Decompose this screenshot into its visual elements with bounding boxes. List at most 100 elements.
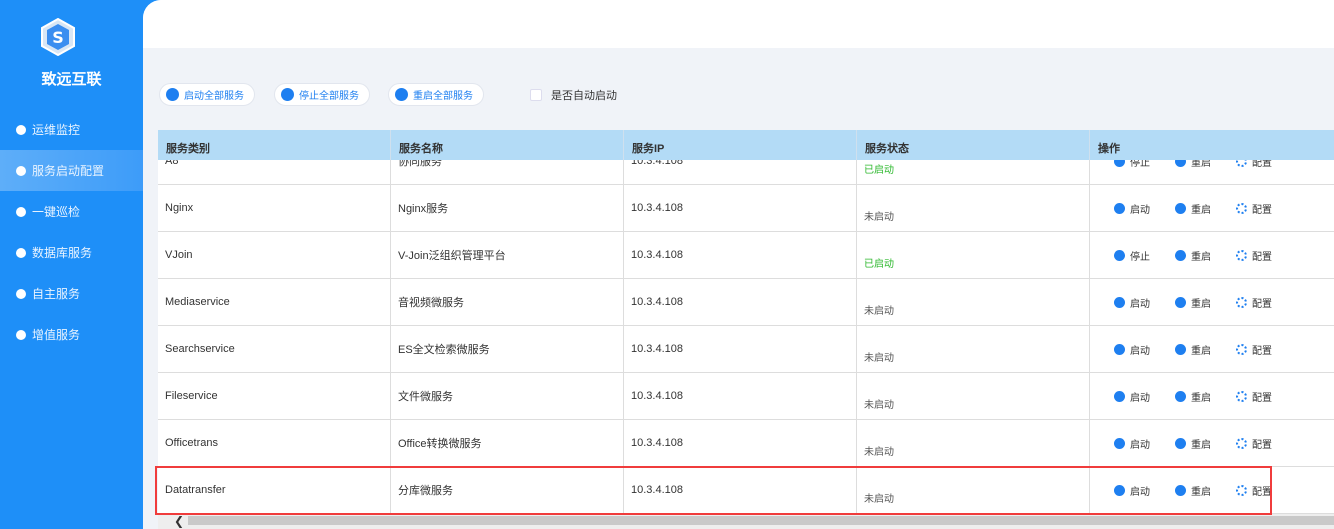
restart-icon <box>1175 202 1186 214</box>
restart-button[interactable]: 重启 <box>1175 483 1218 498</box>
restart-icon <box>1175 390 1186 402</box>
nav-icon <box>16 329 26 340</box>
status-badge: 已启动 <box>857 232 1090 278</box>
cell-type: Officetrans <box>158 420 391 466</box>
sidebar-item[interactable]: 增值服务 <box>0 314 143 355</box>
start-button[interactable]: 启动 <box>1114 201 1157 216</box>
cell-type: Searchservice <box>158 326 391 372</box>
table-row: Fileservice 文件微服务 10.3.4.108 未启动 启动 重启 配… <box>158 373 1334 420</box>
gear-icon <box>1236 437 1247 449</box>
scroll-left-icon[interactable]: ❮ <box>174 514 185 528</box>
scrollbar-thumb[interactable] <box>188 516 1334 525</box>
restart-button[interactable]: 重启 <box>1175 295 1218 310</box>
cell-name: 音视频微服务 <box>391 279 624 325</box>
sidebar-item-label: 一键巡检 <box>32 205 81 219</box>
restart-button[interactable]: 重启 <box>1175 201 1218 216</box>
cell-type: Mediaservice <box>158 279 391 325</box>
sidebar-item-label: 数据库服务 <box>32 246 93 260</box>
header-type: 服务类别 <box>158 130 391 160</box>
cell-actions: 启动 重启 配置 <box>1090 326 1333 372</box>
sidebar-item-label: 运维监控 <box>32 123 81 137</box>
restart-icon <box>1175 484 1186 496</box>
table-header: 服务类别 服务名称 服务IP 服务状态 操作 <box>158 130 1334 160</box>
cell-ip: 10.3.4.108 <box>624 232 857 278</box>
start-button[interactable]: 启动 <box>1114 295 1157 310</box>
table-body: A8 协同服务 10.3.4.108 已启动 停止 重启 配置 Nginx Ng… <box>158 138 1334 514</box>
config-button[interactable]: 配置 <box>1236 342 1279 357</box>
sidebar-item[interactable]: 自主服务 <box>0 273 143 314</box>
config-button[interactable]: 配置 <box>1236 201 1279 216</box>
play-icon <box>1114 437 1125 449</box>
config-button[interactable]: 配置 <box>1236 436 1279 451</box>
horizontal-scrollbar[interactable]: ❮ <box>158 514 1334 529</box>
auto-start-checkbox[interactable]: 是否自动启动 <box>530 87 617 103</box>
restart-button[interactable]: 重启 <box>1175 436 1218 451</box>
cell-type: Datatransfer <box>158 467 391 513</box>
top-bar <box>143 0 1334 48</box>
stop-button[interactable]: 停止 <box>1114 248 1157 263</box>
header-name: 服务名称 <box>391 130 624 160</box>
table-row: Searchservice ES全文检索微服务 10.3.4.108 未启动 启… <box>158 326 1334 373</box>
cell-type: Nginx <box>158 185 391 231</box>
nav-icon <box>16 247 26 258</box>
play-icon <box>1114 343 1125 355</box>
stop-all-button[interactable]: 停止全部服务 <box>274 83 370 106</box>
cell-name: 分库微服务 <box>391 467 624 513</box>
start-all-button[interactable]: 启动全部服务 <box>159 83 255 106</box>
cell-ip: 10.3.4.108 <box>624 420 857 466</box>
cell-ip: 10.3.4.108 <box>624 373 857 419</box>
table-row: Mediaservice 音视频微服务 10.3.4.108 未启动 启动 重启… <box>158 279 1334 326</box>
sidebar-item-label: 服务启动配置 <box>32 164 105 178</box>
cell-actions: 启动 重启 配置 <box>1090 373 1333 419</box>
start-button[interactable]: 启动 <box>1114 389 1157 404</box>
restart-all-button[interactable]: 重启全部服务 <box>388 83 484 106</box>
restart-button[interactable]: 重启 <box>1175 389 1218 404</box>
config-button[interactable]: 配置 <box>1236 483 1279 498</box>
status-badge: 未启动 <box>857 279 1090 325</box>
status-badge: 未启动 <box>857 373 1090 419</box>
sidebar-item[interactable]: 一键巡检 <box>0 191 143 232</box>
restart-icon <box>1175 155 1186 167</box>
cell-actions: 启动 重启 配置 <box>1090 420 1333 466</box>
start-button[interactable]: 启动 <box>1114 483 1157 498</box>
restart-button[interactable]: 重启 <box>1175 154 1218 169</box>
stop-button[interactable]: 停止 <box>1114 154 1157 169</box>
cell-ip: 10.3.4.108 <box>624 185 857 231</box>
table-row: Nginx Nginx服务 10.3.4.108 未启动 启动 重启 配置 <box>158 185 1334 232</box>
config-button[interactable]: 配置 <box>1236 389 1279 404</box>
start-button[interactable]: 启动 <box>1114 436 1157 451</box>
restart-button[interactable]: 重启 <box>1175 248 1218 263</box>
pause-icon <box>1114 155 1125 167</box>
restart-icon <box>395 88 408 101</box>
config-button[interactable]: 配置 <box>1236 295 1279 310</box>
sidebar-item[interactable]: 运维监控 <box>0 109 143 150</box>
sidebar-item-label: 增值服务 <box>32 328 81 342</box>
config-button[interactable]: 配置 <box>1236 248 1279 263</box>
play-icon <box>1114 484 1125 496</box>
cell-name: Office转换微服务 <box>391 420 624 466</box>
start-button[interactable]: 启动 <box>1114 342 1157 357</box>
main-panel: 启动全部服务 停止全部服务 重启全部服务 是否自动启动 服务类别 服务名称 服务… <box>143 0 1334 529</box>
status-badge: 已启动 <box>857 138 1090 184</box>
nav-icon <box>16 206 26 217</box>
sidebar-item-label: 自主服务 <box>32 287 81 301</box>
restart-button[interactable]: 重启 <box>1175 342 1218 357</box>
services-table: 服务类别 服务名称 服务IP 服务状态 操作 A8 协同服务 10.3.4.10… <box>158 130 1334 514</box>
play-icon <box>1114 202 1125 214</box>
cell-name: ES全文检索微服务 <box>391 326 624 372</box>
cell-actions: 启动 重启 配置 <box>1090 279 1333 325</box>
cell-name: 文件微服务 <box>391 373 624 419</box>
play-icon <box>166 88 179 101</box>
cell-ip: 10.3.4.108 <box>624 326 857 372</box>
restart-icon <box>1175 249 1186 261</box>
header-ip: 服务IP <box>624 130 857 160</box>
status-badge: 未启动 <box>857 326 1090 372</box>
status-badge: 未启动 <box>857 420 1090 466</box>
restart-icon <box>1175 296 1186 308</box>
logo-icon: S <box>41 18 75 56</box>
checkbox-box[interactable] <box>530 89 542 101</box>
sidebar-item[interactable]: 服务启动配置 <box>0 150 143 191</box>
sidebar-item[interactable]: 数据库服务 <box>0 232 143 273</box>
cell-actions: 启动 重启 配置 <box>1090 185 1333 231</box>
gear-icon <box>1236 202 1247 214</box>
